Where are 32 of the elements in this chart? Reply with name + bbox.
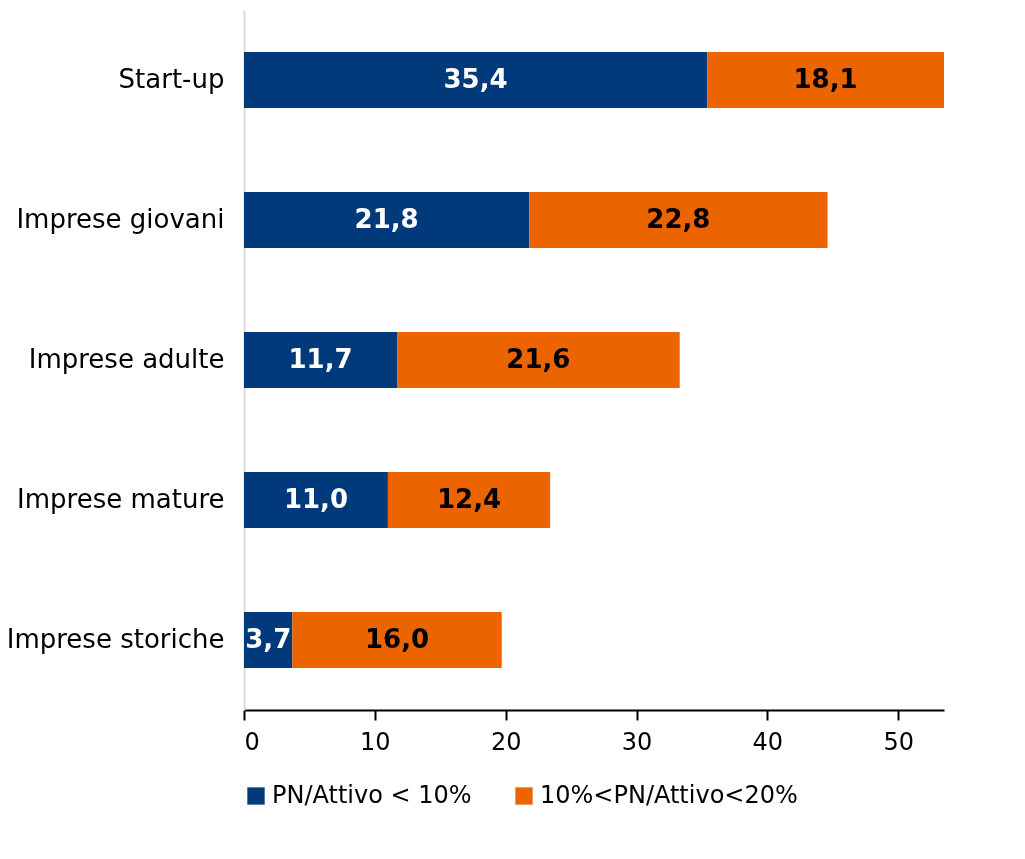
x-tick-label: 40 bbox=[752, 727, 784, 756]
x-tick-label: 20 bbox=[490, 727, 522, 756]
data-label: 11,0 bbox=[283, 484, 349, 514]
bar bbox=[244, 52, 708, 108]
bar bbox=[397, 332, 680, 388]
data-label: 11,7 bbox=[288, 344, 353, 374]
legend-label: 10%<PN/Attivo<20% bbox=[540, 781, 798, 809]
y-tick-label: Imprese adulte bbox=[28, 344, 225, 374]
y-tick-label: Imprese giovani bbox=[16, 204, 225, 234]
data-label: 22,8 bbox=[646, 204, 711, 234]
bar bbox=[387, 472, 551, 528]
bar bbox=[244, 472, 388, 528]
bar bbox=[244, 192, 530, 248]
legend-label: PN/Attivo < 10% bbox=[272, 781, 472, 809]
y-tick-label: Imprese storiche bbox=[6, 624, 225, 654]
data-label: 18,1 bbox=[793, 64, 858, 94]
data-label: 21,6 bbox=[506, 344, 571, 374]
data-label: 21,8 bbox=[354, 204, 419, 234]
data-label: 35,4 bbox=[443, 64, 508, 94]
y-tick-label: Start-up bbox=[118, 64, 225, 94]
data-label: 12,4 bbox=[436, 484, 502, 514]
bar bbox=[707, 52, 944, 108]
x-tick-label: 10 bbox=[360, 727, 391, 756]
bar bbox=[292, 612, 502, 668]
x-tick-label: 30 bbox=[621, 727, 653, 756]
x-tick-label: 50 bbox=[883, 727, 914, 756]
data-label: 16,0 bbox=[365, 624, 430, 654]
bar bbox=[529, 192, 828, 248]
y-tick-label: Imprese mature bbox=[17, 484, 225, 514]
data-label: 3,7 bbox=[245, 624, 292, 654]
x-tick-label: 0 bbox=[244, 727, 260, 756]
bar bbox=[244, 332, 398, 388]
